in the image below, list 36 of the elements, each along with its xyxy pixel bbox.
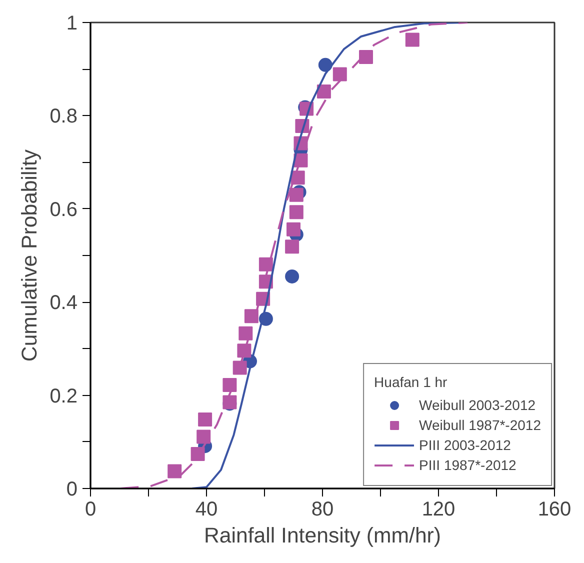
- x-tick-label: 120: [422, 498, 456, 520]
- legend-label: Weibull 2003-2012: [419, 397, 536, 413]
- point: [168, 464, 182, 478]
- x-tick-label: 40: [195, 498, 218, 520]
- x-axis-title: Rainfall Intensity (mm/hr): [204, 524, 442, 548]
- y-tick-label: 0.6: [50, 198, 78, 221]
- point: [285, 240, 300, 254]
- y-tick-label: 0: [66, 478, 78, 500]
- point: [285, 269, 300, 284]
- point: [244, 309, 258, 324]
- x-tick-label: 0: [84, 498, 96, 520]
- point: [405, 32, 420, 47]
- y-tick-label: 0.4: [50, 292, 78, 314]
- y-tick-label: 0.2: [50, 385, 78, 408]
- x-tick-label: 80: [311, 498, 334, 520]
- point: [289, 188, 304, 202]
- point: [237, 344, 252, 358]
- legend-title: Huafan 1 hr: [374, 374, 448, 390]
- point: [196, 430, 211, 444]
- x-tick-label: 160: [538, 498, 572, 520]
- y-tick-label: 1: [66, 12, 78, 34]
- point: [316, 84, 331, 98]
- point: [332, 67, 347, 82]
- legend-label: Weibull 1987*-2012: [419, 417, 541, 433]
- point: [198, 412, 212, 427]
- point: [289, 205, 304, 220]
- y-axis-title: Cumulative Probability: [18, 149, 42, 362]
- point: [190, 447, 205, 462]
- point: [286, 222, 300, 236]
- point: [359, 50, 373, 64]
- point: [290, 170, 305, 185]
- legend-label: PIII 1987*-2012: [419, 457, 516, 473]
- point: [222, 378, 237, 392]
- legend-label: PIII 2003-2012: [419, 437, 511, 453]
- y-tick-label: 0.8: [50, 106, 78, 128]
- point: [258, 257, 273, 272]
